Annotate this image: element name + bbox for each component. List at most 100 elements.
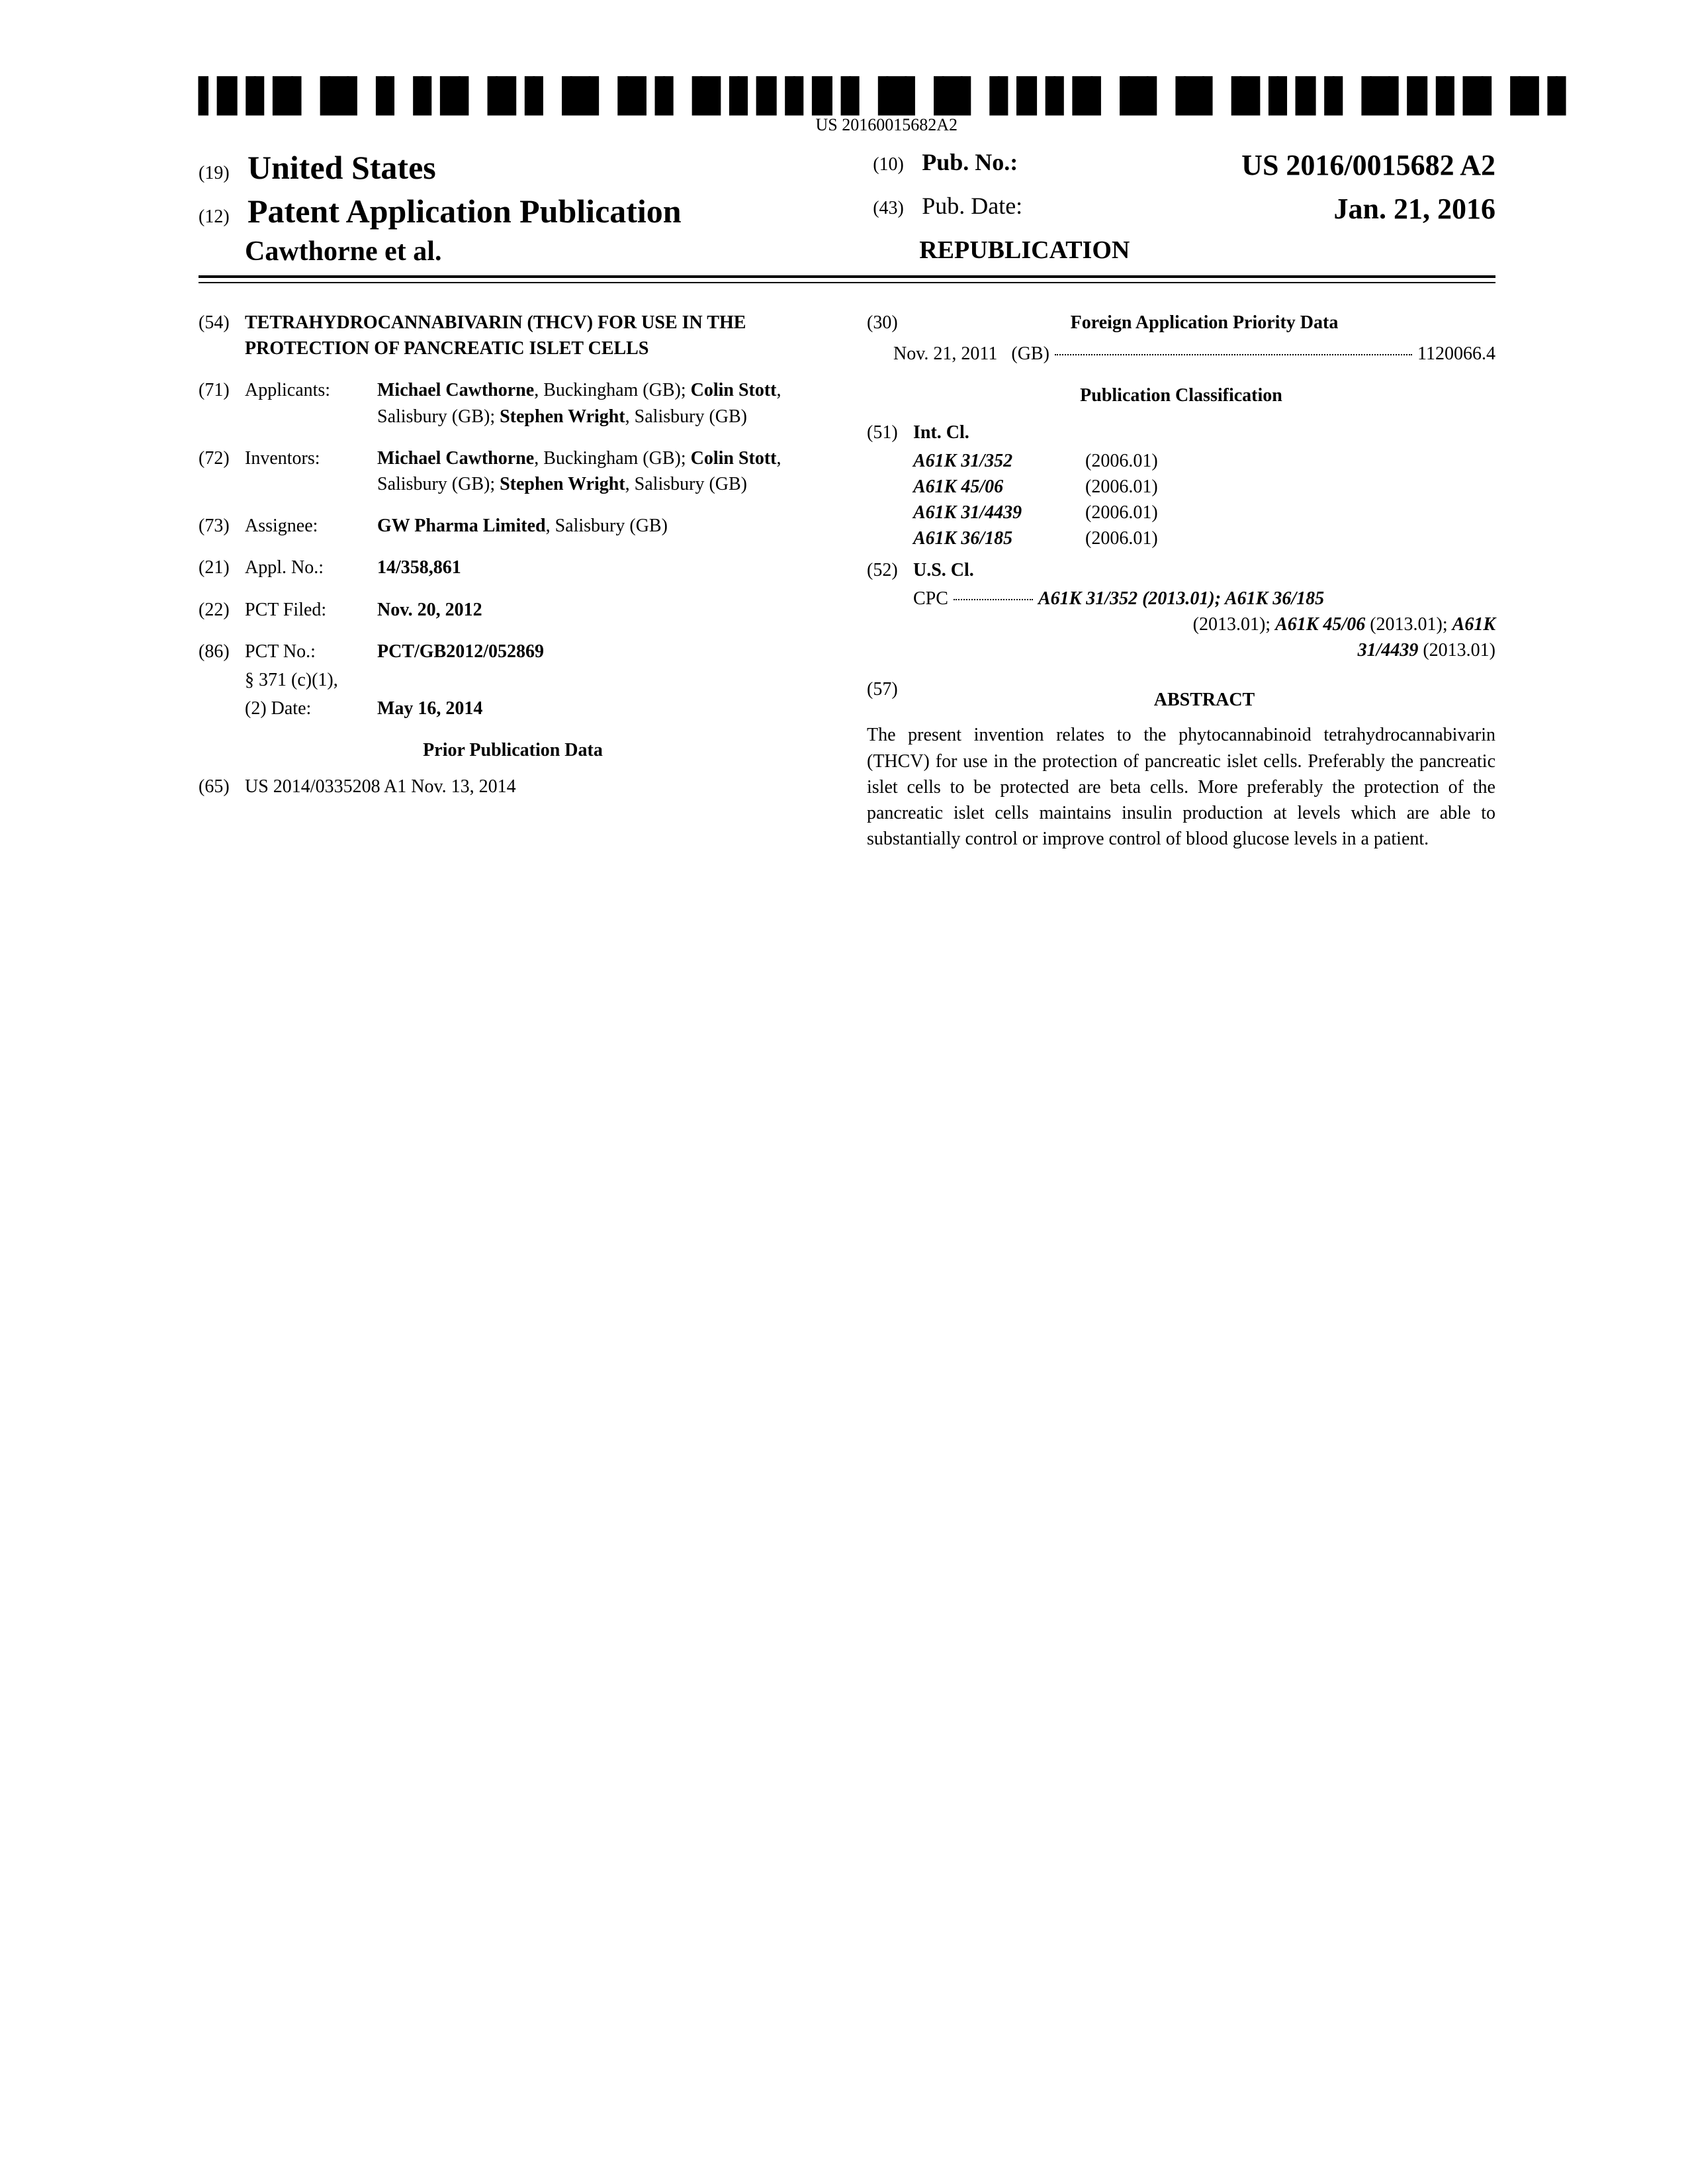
prior-pub-inid: (65): [199, 774, 245, 799]
intcl-row: (51) Int. Cl.: [867, 420, 1495, 445]
applicant-loc: Salisbury (GB): [377, 406, 490, 427]
inventor-loc: Salisbury (GB): [635, 474, 747, 494]
cpc-line2: (2013.01); A61K 45/06 (2013.01); A61K: [913, 612, 1495, 637]
country-inid: (19): [199, 163, 245, 184]
intcl-year: (2006.01): [1085, 525, 1191, 551]
intcl-code: A61K 31/352: [913, 448, 1085, 474]
cpc-line1: CPC A61K 31/352 (2013.01); A61K 36/185: [913, 586, 1495, 612]
pub-no-label: Pub. No.:: [922, 149, 1018, 175]
foreign-heading-row: (30) Foreign Application Priority Data: [867, 310, 1495, 336]
pub-class-heading: Publication Classification: [867, 383, 1495, 408]
applicant-name: Michael Cawthorne: [377, 380, 534, 400]
foreign-inid: (30): [867, 310, 913, 336]
barcode-bars: ▌█▐▌█▌▐█▌▐▌▐▌█▌▐█▐▌▐█▌▐█▐▌▐█▐▌█▐▌█▐▌▐█▌▐…: [199, 79, 1575, 113]
inventor-name: Michael Cawthorne: [377, 448, 534, 469]
foreign-date: Nov. 21, 2011: [893, 341, 997, 367]
inventors-value: Michael Cawthorne, Buckingham (GB); Coli…: [377, 445, 827, 497]
assignee-value: GW Pharma Limited, Salisbury (GB): [377, 513, 827, 539]
intcl-inid: (51): [867, 420, 913, 445]
assignee-loc: Salisbury (GB): [555, 516, 668, 536]
inventor-name: Stephen Wright: [500, 474, 625, 494]
assignee-row: (73) Assignee: GW Pharma Limited, Salisb…: [199, 513, 827, 539]
applicants-row: (71) Applicants: Michael Cawthorne, Buck…: [199, 377, 827, 429]
pct-no-value: PCT/GB2012/052869: [377, 639, 827, 664]
appl-inid: (21): [199, 555, 245, 580]
divider-thick: [199, 275, 1495, 278]
doc-type-inid: (12): [199, 206, 245, 228]
authors: Cawthorne et al.: [245, 236, 821, 267]
title: TETRAHYDROCANNABIVARIN (THCV) FOR USE IN…: [245, 310, 827, 361]
intcl-item: A61K 31/352(2006.01): [913, 448, 1495, 474]
s371-date-row: (2) Date: May 16, 2014: [199, 696, 827, 721]
right-column: (30) Foreign Application Priority Data N…: [867, 310, 1495, 852]
abstract-text: The present invention relates to the phy…: [867, 722, 1495, 852]
pct-filed-value: Nov. 20, 2012: [377, 597, 827, 623]
dotted-leader: [954, 599, 1033, 600]
left-column: (54) TETRAHYDROCANNABIVARIN (THCV) FOR U…: [199, 310, 827, 852]
abstract-inid: (57): [867, 676, 913, 719]
pct-no-label: PCT No.:: [245, 639, 377, 664]
assignee-name: GW Pharma Limited: [377, 516, 546, 536]
intcl-code: A61K 36/185: [913, 525, 1085, 551]
prior-pub-value: US 2014/0335208 A1 Nov. 13, 2014: [245, 774, 827, 799]
doc-type: Patent Application Publication: [247, 193, 682, 230]
intcl-year: (2006.01): [1085, 448, 1191, 474]
pct-filed-label: PCT Filed:: [245, 597, 377, 623]
foreign-number: 1120066.4: [1417, 341, 1495, 367]
intcl-list: A61K 31/352(2006.01) A61K 45/06(2006.01)…: [913, 448, 1495, 552]
applicants-label: Applicants:: [245, 377, 377, 429]
cpc-prefix: CPC: [913, 586, 948, 612]
assignee-label: Assignee:: [245, 513, 377, 539]
intcl-code: A61K 45/06: [913, 474, 1085, 500]
applicants-inid: (71): [199, 377, 245, 429]
uscl-label: U.S. Cl.: [913, 557, 1495, 583]
uscl-inid: (52): [867, 557, 913, 583]
intcl-year: (2006.01): [1085, 500, 1191, 525]
pct-filed-inid: (22): [199, 597, 245, 623]
abstract-heading: ABSTRACT: [913, 687, 1495, 713]
pub-date-value: Jan. 21, 2016: [1334, 192, 1495, 226]
pct-no-row: (86) PCT No.: PCT/GB2012/052869: [199, 639, 827, 664]
applicant-loc: Salisbury (GB): [635, 406, 747, 427]
cpc-text: 31/4439: [1358, 640, 1419, 660]
foreign-heading: Foreign Application Priority Data: [913, 310, 1495, 336]
country: United States: [247, 149, 436, 186]
pub-date-label: Pub. Date:: [922, 193, 1022, 219]
inventor-loc: Buckingham (GB): [543, 448, 681, 469]
applicant-name: Colin Stott: [691, 380, 777, 400]
intcl-item: A61K 36/185(2006.01): [913, 525, 1495, 551]
divider-thin: [199, 282, 1495, 283]
pub-no-value: US 2016/0015682 A2: [1241, 148, 1495, 182]
intcl-item: A61K 45/06(2006.01): [913, 474, 1495, 500]
republication: REPUBLICATION: [919, 236, 1495, 265]
inventors-inid: (72): [199, 445, 245, 497]
inventor-name: Colin Stott: [691, 448, 777, 469]
title-row: (54) TETRAHYDROCANNABIVARIN (THCV) FOR U…: [199, 310, 827, 361]
cpc-text: A61K 31/352 (2013.01); A61K 36/185: [1038, 586, 1324, 612]
cpc-text: (2013.01); A61K 45/06 (2013.01); A61K: [1193, 614, 1495, 635]
appl-value: 14/358,861: [377, 555, 827, 580]
abstract-heading-row: (57) ABSTRACT: [867, 676, 1495, 719]
s371-label: § 371 (c)(1),: [245, 667, 377, 693]
foreign-entry: Nov. 21, 2011 (GB) 1120066.4: [893, 341, 1495, 367]
intcl-item: A61K 31/4439(2006.01): [913, 500, 1495, 525]
header-row-2: (12) Patent Application Publication (43)…: [199, 192, 1495, 230]
intcl-code: A61K 31/4439: [913, 500, 1085, 525]
inventors-row: (72) Inventors: Michael Cawthorne, Bucki…: [199, 445, 827, 497]
pub-date-inid: (43): [873, 198, 919, 219]
inventor-loc: Salisbury (GB): [377, 474, 490, 494]
intcl-label: Int. Cl.: [913, 420, 1495, 445]
applicants-value: Michael Cawthorne, Buckingham (GB); Coli…: [377, 377, 827, 429]
inventors-label: Inventors:: [245, 445, 377, 497]
assignee-inid: (73): [199, 513, 245, 539]
appl-row: (21) Appl. No.: 14/358,861: [199, 555, 827, 580]
title-inid: (54): [199, 310, 245, 361]
intcl-year: (2006.01): [1085, 474, 1191, 500]
pct-no-inid: (86): [199, 639, 245, 664]
uscl-row: (52) U.S. Cl.: [867, 557, 1495, 583]
cpc-block: CPC A61K 31/352 (2013.01); A61K 36/185 (…: [913, 586, 1495, 664]
barcode-number: US 20160015682A2: [199, 115, 1575, 135]
s371-date-value: May 16, 2014: [377, 696, 827, 721]
prior-pub-heading: Prior Publication Data: [199, 737, 827, 763]
body-columns: (54) TETRAHYDROCANNABIVARIN (THCV) FOR U…: [199, 310, 1495, 852]
